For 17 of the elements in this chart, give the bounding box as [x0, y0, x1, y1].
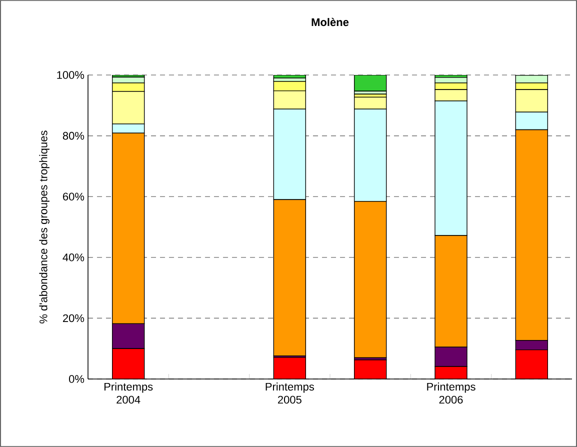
y-axis-title: % d'abondance des groupes trophiques: [39, 130, 50, 324]
bar: [354, 360, 386, 379]
bar: [274, 357, 306, 379]
y-tick-label: 20%: [63, 314, 84, 322]
bar: [112, 348, 144, 379]
y-tick-label: 0%: [68, 375, 84, 383]
x-tick-label: Printemps 2004: [104, 382, 153, 404]
bar: [354, 74, 387, 92]
y-tick-label: 80%: [62, 132, 84, 140]
chart-title: Molène: [312, 18, 349, 26]
y-tick-label: 60%: [63, 192, 84, 200]
y-tick-label: 100%: [57, 71, 84, 79]
bar: [515, 74, 548, 84]
bar: [515, 349, 548, 379]
y-tick-label: 40%: [62, 254, 84, 262]
x-tick-label: Printemps 2005: [266, 382, 314, 404]
x-tick-label: Printemps 2006: [427, 382, 476, 404]
